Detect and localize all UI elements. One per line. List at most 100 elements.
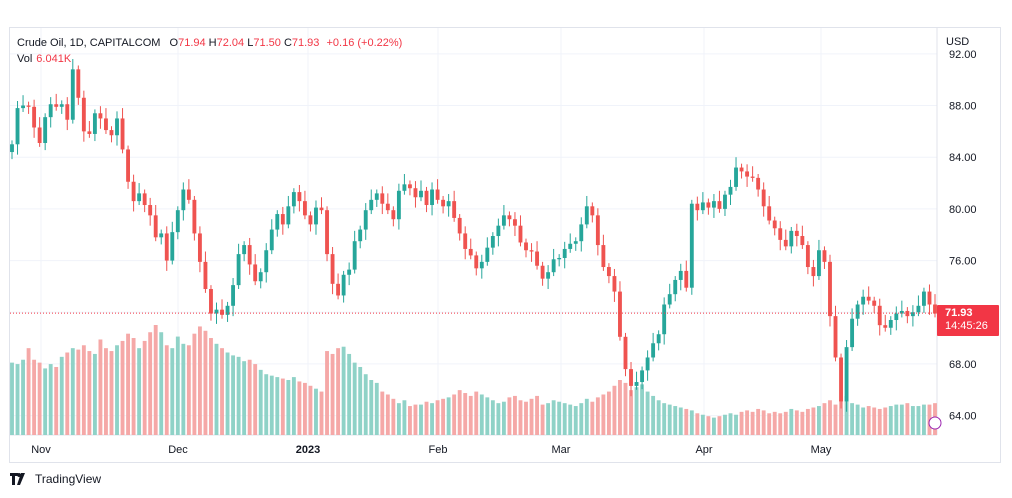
volume-bar — [601, 394, 606, 435]
volume-bar — [496, 403, 501, 435]
volume-bar — [258, 369, 263, 435]
volume-bar — [59, 356, 64, 435]
candle-body — [363, 210, 368, 230]
volume-bar — [186, 345, 191, 435]
last-price-value: 71.93 — [945, 307, 973, 319]
volume-bar — [695, 413, 700, 435]
time-tick-label: Feb — [429, 444, 448, 456]
chart-frame[interactable] — [9, 27, 1001, 463]
volume-bar — [684, 408, 689, 435]
symbol-label[interactable]: Crude Oil, 1D, CAPITALCOM — [17, 37, 161, 49]
time-tick-label: May — [811, 444, 832, 456]
candle-body — [899, 310, 904, 314]
candle-body — [291, 192, 296, 207]
candle-body — [678, 270, 683, 280]
volume-bar — [507, 397, 512, 435]
candle-body — [48, 104, 53, 118]
volume-value: 6.041K — [36, 53, 72, 65]
volume-bar — [236, 356, 241, 435]
volume-bar — [181, 343, 186, 435]
candle-body — [452, 201, 457, 218]
price-tick-label: 76.00 — [949, 256, 977, 268]
volume-bar — [761, 410, 766, 435]
volume-bar — [203, 330, 208, 435]
volume-bar — [48, 364, 53, 435]
candle-body — [922, 291, 926, 306]
tradingview-logo[interactable]: TradingView — [10, 472, 101, 486]
candle-body — [341, 274, 346, 296]
volume-bar — [269, 375, 274, 435]
volume-bar — [706, 416, 711, 435]
volume-bar — [524, 401, 528, 435]
volume-bar — [595, 397, 600, 435]
candle-body — [43, 117, 48, 143]
open-label: O — [169, 37, 179, 49]
currency-label: USD — [946, 36, 969, 48]
candle-body — [861, 296, 866, 305]
volume-bar — [435, 400, 440, 435]
volume-bar — [242, 361, 247, 435]
candle-body — [540, 265, 545, 279]
volume-bar — [341, 346, 346, 435]
candle-body — [529, 250, 534, 252]
candle-body — [314, 207, 318, 225]
volume-bar — [700, 414, 705, 435]
candle-body — [844, 347, 849, 402]
candle-body — [689, 203, 694, 288]
candle-body — [76, 69, 81, 98]
candle-body — [728, 186, 733, 195]
volume-bar — [153, 325, 158, 435]
candle-body — [673, 279, 678, 295]
candle-body — [573, 241, 578, 244]
candle-body — [391, 210, 396, 220]
candle-body — [59, 104, 64, 107]
candle-body — [850, 318, 855, 348]
volume-bar — [750, 411, 755, 435]
candle-body — [109, 130, 114, 136]
volume-bar — [325, 351, 329, 435]
volume-bar — [70, 348, 75, 435]
candle-body — [778, 228, 783, 240]
volume-bar — [413, 404, 418, 435]
volume-bar — [584, 398, 589, 435]
volume-bar — [81, 345, 86, 435]
candle-body — [606, 267, 611, 277]
candle-body — [380, 193, 385, 204]
candle-body — [695, 203, 700, 211]
volume-bar — [872, 407, 877, 435]
candle-body — [126, 149, 131, 182]
candle-body — [319, 207, 324, 211]
volume-bar — [253, 364, 258, 435]
candle-body — [645, 357, 650, 371]
volume-bar — [800, 411, 805, 435]
volume-bar — [374, 382, 379, 435]
candle-body — [197, 233, 202, 262]
candle-body — [424, 190, 429, 206]
price-tick-label: 88.00 — [949, 101, 977, 113]
volume-bar — [402, 400, 407, 435]
volume-bar — [789, 408, 794, 435]
candle-body — [684, 270, 689, 288]
candle-body — [883, 325, 888, 328]
low-label: L — [247, 37, 254, 49]
candle-body — [297, 192, 302, 202]
candle-body — [148, 205, 153, 216]
candle-body — [706, 202, 711, 208]
volume-bar — [358, 366, 363, 435]
last-price-tag: 71.93 14:45:26 — [937, 305, 999, 336]
volume-bar — [673, 406, 678, 435]
candle-body — [385, 203, 390, 211]
candle-body — [485, 247, 490, 262]
open-value: 71.94 — [178, 37, 206, 49]
candle-body — [888, 320, 893, 328]
candle-body — [667, 294, 672, 305]
candle-body — [430, 189, 434, 206]
candle-body — [115, 118, 119, 136]
candle-body — [474, 255, 479, 269]
candle-body — [800, 236, 805, 246]
candle-body — [225, 305, 230, 315]
volume-bar — [667, 404, 672, 435]
candle-body — [231, 285, 236, 306]
volume-bar — [579, 403, 584, 435]
